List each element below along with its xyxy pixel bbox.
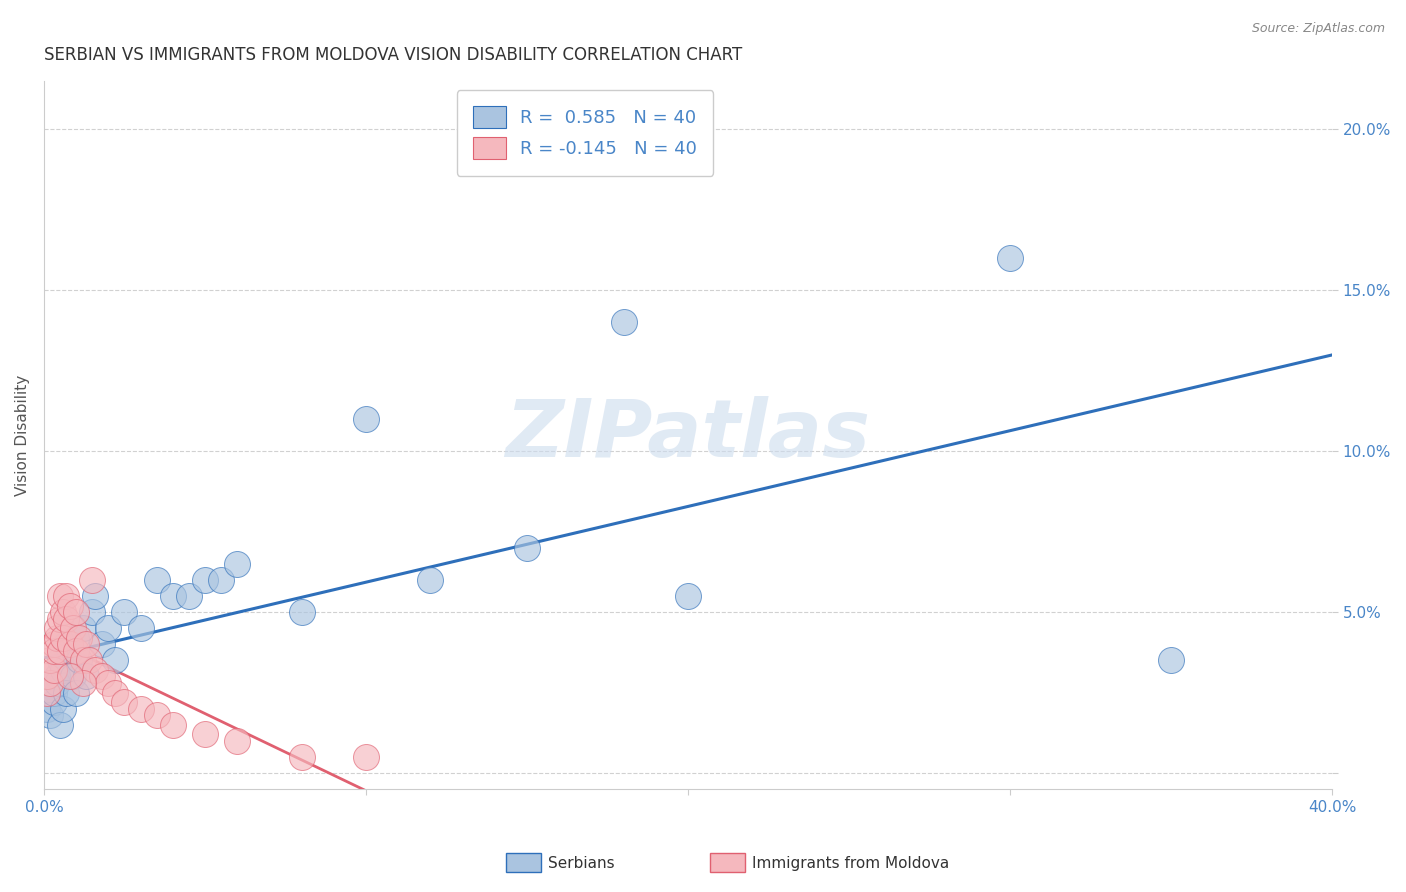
Point [62,621,84,635]
Point [45,676,67,690]
Point [37,669,59,683]
Text: Serbians: Serbians [548,856,614,871]
Point [65,605,87,619]
Point [55,589,77,603]
Point [42,685,65,699]
Point [65,631,87,645]
Point [52,605,75,619]
Point [419,573,441,587]
Point [72,676,94,690]
Point [45,669,67,683]
Point [676,589,699,603]
Point [97,676,120,690]
Point [1160,653,1182,667]
Point [39,653,62,667]
Point [49,611,72,625]
Point [65,644,87,658]
Point [112,695,135,709]
Point [177,589,200,603]
Legend: R =  0.585   N = 40, R = -0.145   N = 40: R = 0.585 N = 40, R = -0.145 N = 40 [457,90,713,176]
Point [59,669,82,683]
Point [516,541,538,555]
Point [59,644,82,658]
Point [75,669,97,683]
Point [104,653,127,667]
Point [52,663,75,677]
Point [112,605,135,619]
Point [77,653,100,667]
Point [226,734,249,748]
Point [162,589,184,603]
Point [194,573,217,587]
Point [209,573,232,587]
Point [84,589,107,603]
Point [49,644,72,658]
Point [226,557,249,571]
Point [49,653,72,667]
Point [62,669,84,683]
Point [45,631,67,645]
Text: Source: ZipAtlas.com: Source: ZipAtlas.com [1251,22,1385,36]
Point [42,637,65,651]
Point [998,251,1021,265]
Point [42,663,65,677]
Point [65,685,87,699]
Point [49,718,72,732]
Point [37,685,59,699]
Point [55,637,77,651]
Point [55,685,77,699]
Point [55,611,77,625]
Point [82,573,104,587]
Point [59,599,82,613]
Point [67,631,90,645]
Point [42,695,65,709]
Point [82,605,104,619]
Point [84,663,107,677]
Text: SERBIAN VS IMMIGRANTS FROM MOLDOVA VISION DISABILITY CORRELATION CHART: SERBIAN VS IMMIGRANTS FROM MOLDOVA VISIO… [44,46,742,64]
Point [72,621,94,635]
Point [194,727,217,741]
Point [145,573,167,587]
Point [97,621,120,635]
Point [90,637,112,651]
Point [67,653,90,667]
Point [72,653,94,667]
Point [90,669,112,683]
Text: Immigrants from Moldova: Immigrants from Moldova [752,856,949,871]
Point [37,701,59,715]
Point [354,412,377,426]
Point [59,637,82,651]
Point [52,701,75,715]
Point [39,676,62,690]
Point [290,750,312,764]
Point [52,631,75,645]
Point [354,750,377,764]
Point [42,644,65,658]
Point [162,718,184,732]
Point [613,315,636,329]
Point [290,605,312,619]
Point [129,701,152,715]
Point [49,589,72,603]
Point [129,621,152,635]
Point [104,685,127,699]
Point [45,621,67,635]
Point [75,637,97,651]
Text: ZIPatlas: ZIPatlas [506,396,870,475]
Y-axis label: Vision Disability: Vision Disability [15,375,30,496]
Point [39,708,62,723]
Point [145,708,167,723]
